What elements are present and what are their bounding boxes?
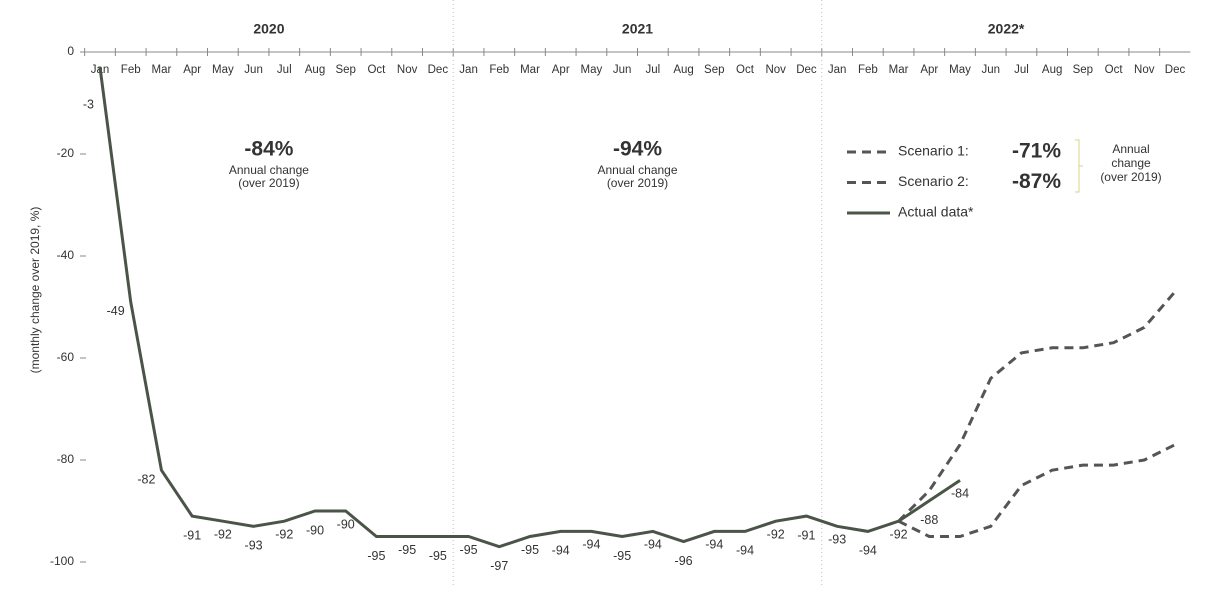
x-tick-label: Apr (183, 64, 201, 76)
annual-change-note: Annual change (597, 163, 677, 177)
y-tick-label: -60 (57, 350, 75, 364)
legend-note: Annual (1112, 142, 1149, 156)
legend-annual-change: -71% (1012, 140, 1061, 163)
x-tick-label: May (581, 64, 603, 76)
data-label: -91 (797, 528, 815, 542)
annual-change-note: (over 2019) (607, 176, 668, 190)
annual-change: -84% (244, 138, 293, 161)
data-label: -95 (367, 549, 385, 563)
annual-change: -94% (613, 138, 662, 161)
data-label: -95 (429, 549, 447, 563)
x-tick-label: Oct (736, 64, 755, 76)
data-label: -97 (490, 559, 508, 573)
x-tick-label: Jan (828, 64, 847, 76)
series-line (98, 67, 961, 549)
x-tick-label: Oct (367, 64, 386, 76)
x-tick-label: Mar (152, 64, 172, 76)
x-tick-label: Feb (858, 64, 878, 76)
y-tick-label: -80 (57, 452, 75, 466)
x-tick-label: Nov (765, 64, 786, 76)
y-tick-label: -20 (57, 146, 75, 160)
data-label: -95 (613, 549, 631, 563)
x-tick-label: Dec (1165, 64, 1186, 76)
data-label: -92 (890, 527, 908, 541)
x-tick-label: Aug (673, 64, 693, 76)
annual-change-note: Annual change (229, 163, 309, 177)
data-label: -94 (582, 538, 600, 552)
x-tick-label: Dec (428, 64, 449, 76)
data-label: -84 (951, 487, 969, 501)
year-label: 2022* (988, 21, 1025, 37)
x-tick-label: Dec (796, 64, 817, 76)
data-label: -93 (828, 533, 846, 547)
data-label: -94 (552, 544, 570, 558)
x-tick-label: Jun (244, 64, 263, 76)
x-tick-label: Aug (305, 64, 325, 76)
data-label: -88 (920, 513, 938, 527)
year-label: 2021 (622, 21, 653, 37)
legend-bracket (1075, 139, 1083, 193)
x-tick-label: Aug (1042, 64, 1062, 76)
legend-label: Scenario 2: (898, 173, 969, 189)
data-label: -94 (736, 544, 754, 558)
legend-label: Scenario 1: (898, 143, 969, 159)
x-tick-label: Jan (459, 64, 478, 76)
x-tick-label: Mar (889, 64, 909, 76)
x-tick-label: Apr (920, 64, 938, 76)
data-label: -92 (275, 527, 293, 541)
x-tick-label: Feb (489, 64, 509, 76)
x-tick-label: Oct (1105, 64, 1124, 76)
x-tick-label: Apr (552, 64, 570, 76)
data-label: -92 (767, 527, 785, 541)
data-label: -93 (245, 539, 263, 553)
data-label: -96 (675, 554, 693, 568)
data-label: -90 (337, 517, 355, 531)
x-tick-label: May (949, 64, 971, 76)
data-label: -95 (460, 543, 478, 557)
y-tick-label: -40 (57, 248, 75, 262)
data-label: -95 (398, 543, 416, 557)
x-tick-label: Jul (277, 64, 292, 76)
y-tick-label: -100 (50, 554, 74, 568)
x-tick-label: Jul (646, 64, 661, 76)
year-label: 2020 (253, 21, 284, 37)
x-tick-label: Sep (335, 64, 355, 76)
x-tick-label: Mar (520, 64, 540, 76)
x-tick-label: Nov (397, 64, 418, 76)
x-tick-label: Jul (1014, 64, 1029, 76)
x-tick-label: Feb (121, 64, 141, 76)
data-label: -94 (859, 544, 877, 558)
legend-note: change (1111, 156, 1151, 170)
data-label: -95 (521, 543, 539, 557)
x-tick-label: May (212, 64, 234, 76)
series-line (897, 290, 1177, 523)
y-axis-label: (monthly change over 2019, %) (28, 207, 42, 374)
legend-annual-change: -87% (1012, 170, 1061, 193)
x-tick-label: Sep (1073, 64, 1093, 76)
x-tick-label: Nov (1134, 64, 1155, 76)
data-label: -49 (107, 304, 125, 318)
x-tick-label: Jun (981, 64, 1000, 76)
annual-change-note: (over 2019) (238, 176, 299, 190)
x-tick-label: Sep (704, 64, 724, 76)
y-tick-label: 0 (67, 44, 74, 58)
data-label: -94 (705, 538, 723, 552)
series-line (897, 443, 1176, 538)
data-label: -90 (306, 523, 324, 537)
data-label: -92 (214, 527, 232, 541)
legend-label: Actual data* (898, 204, 974, 220)
data-label: -94 (644, 538, 662, 552)
data-label: -3 (83, 98, 94, 112)
data-label: -91 (183, 528, 201, 542)
legend-note: (over 2019) (1100, 170, 1161, 184)
x-tick-label: Jun (613, 64, 632, 76)
data-label: -82 (137, 472, 155, 486)
